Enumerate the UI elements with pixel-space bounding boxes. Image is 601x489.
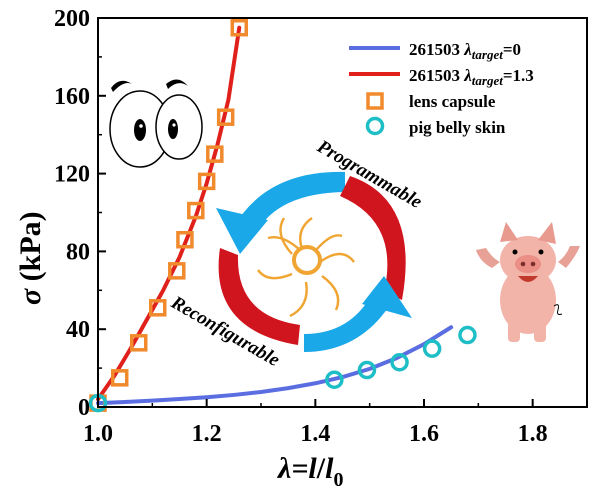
legend: 261503 λtarget=0 261503 λtarget=1.3 lens… (349, 40, 534, 137)
pig-belly-skin-point (325, 370, 344, 390)
pig-belly-skin-point (390, 353, 409, 372)
legend-swatch-circle (365, 116, 385, 136)
lens-capsule-point (206, 145, 224, 163)
legend-label-0: 261503 λtarget=0 (409, 40, 521, 62)
pig-belly-skin-point (357, 360, 377, 380)
lens-capsule-point (176, 230, 194, 249)
x-tick-label-4: 1.8 (518, 421, 548, 447)
lens-capsule-point (197, 172, 216, 191)
y-tick-label-4: 160 (54, 84, 90, 110)
axis-ticks: 1.0 1.2 1.4 1.6 1.8 0 40 80 120 160 200 (54, 6, 548, 447)
y-axis-label: σ (kPa) (14, 211, 47, 305)
lens-capsule-point (149, 299, 167, 317)
series-line-1 (96, 25, 242, 402)
x-tick-label-3: 1.6 (409, 421, 439, 447)
legend-label-1: 261503 λtarget=1.3 (409, 66, 534, 88)
x-tick-label-2: 1.4 (300, 421, 330, 447)
y-tick-label-5: 200 (54, 6, 90, 32)
y-tick-label-3: 120 (54, 162, 90, 188)
cartoon-eyes-icon (109, 79, 203, 168)
y-tick-label-0: 0 (78, 395, 90, 421)
lens-capsule-point (216, 108, 235, 126)
y-tick-label-1: 40 (66, 317, 90, 343)
pig-icon (476, 222, 580, 342)
programmable-cycle-icon: Programmable Reconfigurable (167, 136, 426, 372)
legend-label-2: lens capsule (409, 92, 496, 111)
lens-capsule-point (187, 201, 205, 220)
lens-capsule-point (110, 369, 129, 387)
x-axis-label: λ=l/l0 (276, 452, 343, 489)
pig-belly-skin-point (422, 339, 442, 358)
y-tick-label-2: 80 (66, 239, 90, 265)
plot-area-markers (88, 18, 477, 413)
x-tick-label-0: 1.0 (83, 421, 113, 447)
legend-label-3: pig belly skin (409, 118, 506, 137)
lens-capsule-point (230, 18, 249, 37)
x-tick-label-1: 1.2 (192, 421, 222, 447)
legend-swatch-square (366, 92, 384, 110)
lens-capsule-point (130, 334, 148, 352)
pig-belly-skin-point (458, 325, 477, 345)
lens-capsule-point (168, 262, 186, 280)
